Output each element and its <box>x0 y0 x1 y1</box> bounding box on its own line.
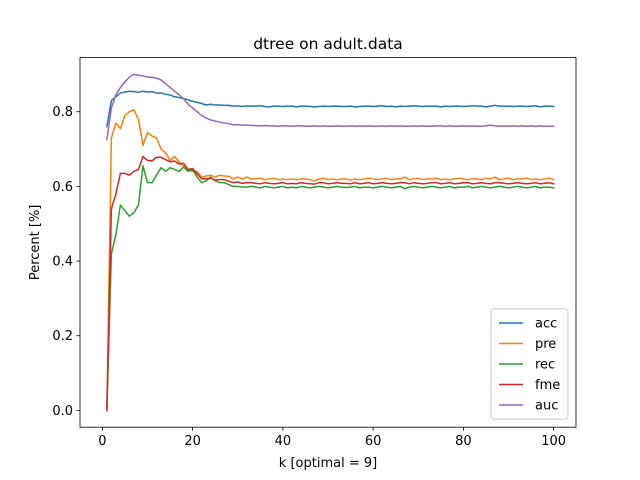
x-tick-label: 40 <box>275 434 292 449</box>
legend-label-rec: rec <box>535 357 555 372</box>
y-tick-label: 0.6 <box>52 180 73 195</box>
legend-label-auc: auc <box>535 398 558 413</box>
x-tick-label: 60 <box>365 434 382 449</box>
legend-box <box>490 308 569 420</box>
x-tick-label: 20 <box>184 434 201 449</box>
y-axis-title: Percent [%] <box>28 205 43 281</box>
y-tick-label: 0.2 <box>52 329 73 344</box>
legend-label-fme: fme <box>535 378 560 393</box>
x-tick-label: 80 <box>455 434 472 449</box>
plot-area <box>105 73 555 412</box>
series-line-acc <box>105 90 555 128</box>
x-tick-label: 100 <box>541 434 566 449</box>
legend: acc pre rec fme auc <box>490 308 569 420</box>
y-tick-label: 0.8 <box>52 105 73 120</box>
y-tick-label: 0.0 <box>52 404 73 419</box>
x-axis-title: k [optimal = 9] <box>279 456 377 471</box>
axis-ticks: 0 20 40 60 80 100 0.0 0.2 0.4 0.6 0.8 <box>52 105 566 449</box>
legend-label-pre: pre <box>535 337 556 352</box>
series-line-auc <box>106 73 555 141</box>
series-line-fme <box>106 155 555 412</box>
plot-frame <box>79 57 577 428</box>
chart-title: dtree on adult.data <box>253 35 403 53</box>
series-line-rec <box>106 165 555 412</box>
legend-label-acc: acc <box>535 316 557 331</box>
x-tick-label: 0 <box>98 434 106 449</box>
y-tick-label: 0.4 <box>52 255 73 270</box>
